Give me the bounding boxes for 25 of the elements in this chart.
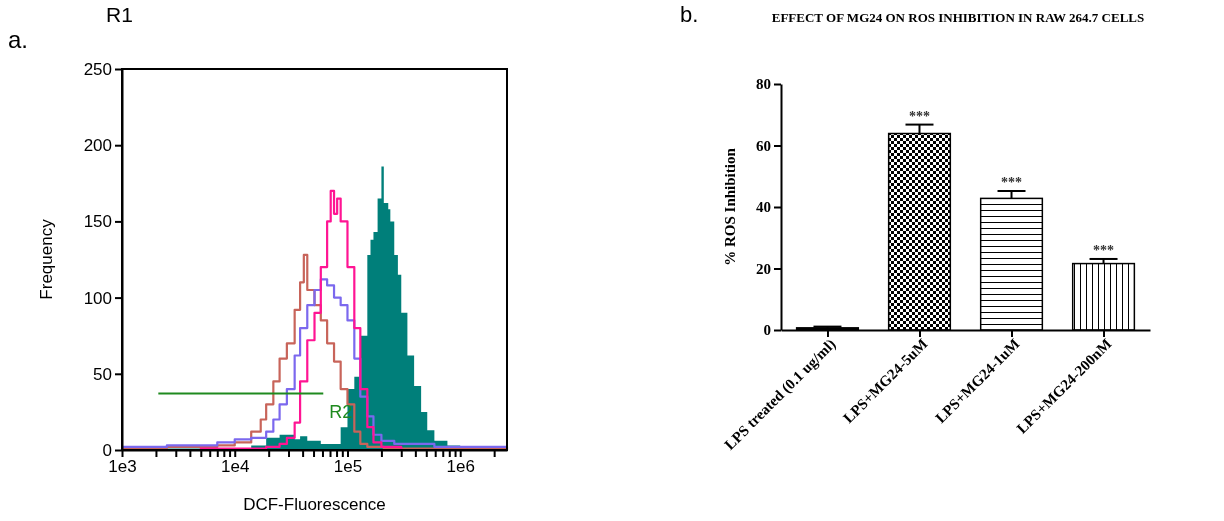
- y-axis-title: % ROS Inhibition: [722, 147, 738, 266]
- chart-title: EFFECT OF MG24 ON ROS INHIBITION IN RAW 264.7 CELLS: [771, 10, 1145, 25]
- chart-title: R1: [106, 3, 133, 26]
- y-axis-title: Frequency: [37, 218, 56, 300]
- y-tick-label: 20: [756, 260, 771, 277]
- x-axis-title: DCF-Fluorescence: [243, 495, 386, 514]
- y-tick-label: 200: [83, 136, 112, 156]
- y-tick-label: 150: [83, 212, 112, 232]
- annotation: ***: [1001, 175, 1023, 191]
- text: b.: [680, 2, 699, 27]
- y-tick-label: 100: [83, 288, 112, 308]
- y-tick-label: 0: [102, 440, 112, 460]
- x-tick-label: 1e3: [108, 457, 137, 477]
- y-tick-label: 60: [756, 137, 771, 154]
- y-tick-label: 80: [756, 76, 771, 93]
- x-tick-label: 1e5: [333, 457, 363, 477]
- y-tick-label: 50: [93, 364, 112, 384]
- x-tick-label: 1e6: [446, 457, 475, 477]
- text: a.: [8, 26, 29, 53]
- y-tick-label: 250: [83, 59, 112, 79]
- x-tick-label: 1e4: [221, 457, 250, 477]
- annotation: ***: [1093, 242, 1115, 258]
- annotation: ***: [908, 108, 930, 124]
- y-tick-label: 0: [763, 322, 771, 339]
- y-tick-label: 40: [756, 199, 771, 216]
